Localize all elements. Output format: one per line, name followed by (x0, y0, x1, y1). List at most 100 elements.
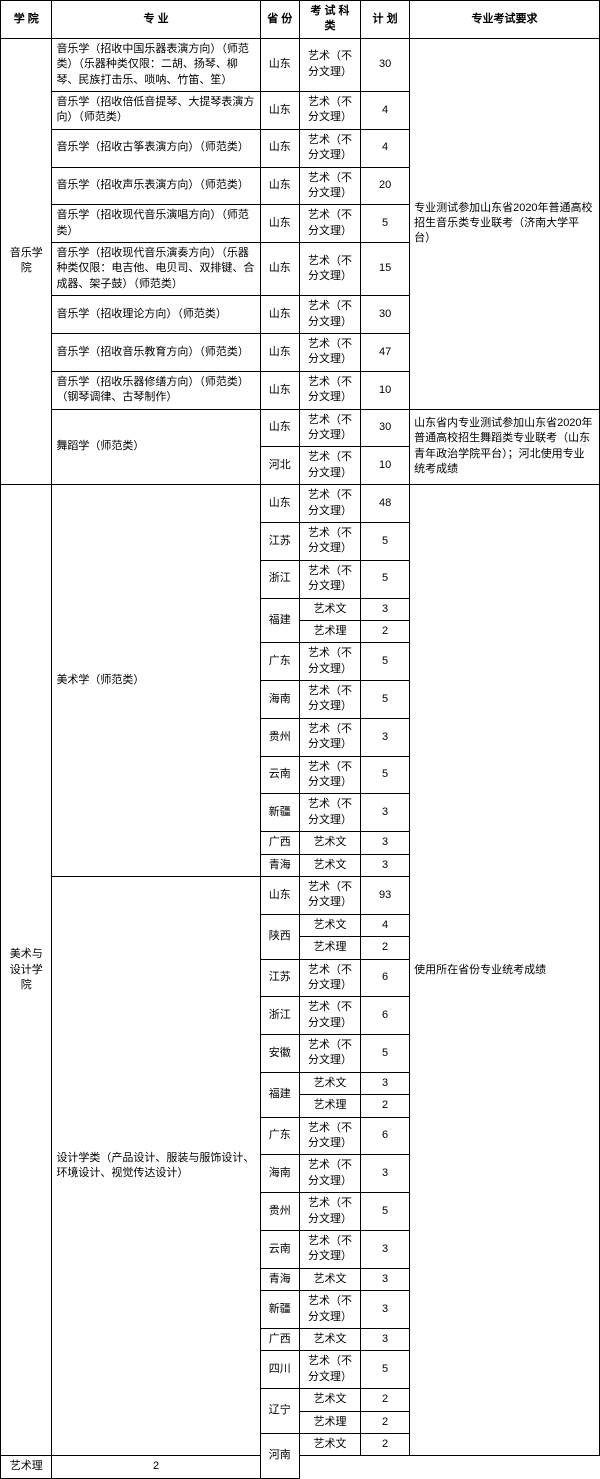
plan-cell: 2 (361, 1095, 410, 1117)
province-cell: 贵州 (260, 1193, 299, 1231)
major-cell: 音乐学（招收现代音乐演奏方向）（乐器种类仅限：电吉他、电贝司、双排键、合成器、架… (52, 243, 260, 296)
province-cell: 安徽 (260, 1035, 299, 1073)
subject-cell: 艺术（不分文理） (299, 522, 360, 560)
plan-cell: 47 (361, 334, 410, 372)
subject-cell: 艺术文 (299, 914, 360, 936)
plan-cell: 5 (361, 681, 410, 719)
table-row: 艺术理2 (1, 1456, 600, 1478)
major-cell: 舞蹈学（师范类） (52, 409, 260, 485)
subject-cell: 艺术理 (299, 937, 360, 959)
subject-cell: 艺术文 (299, 854, 360, 876)
province-cell: 浙江 (260, 560, 299, 598)
province-cell: 辽宁 (260, 1389, 299, 1434)
province-cell: 海南 (260, 681, 299, 719)
plan-cell: 5 (361, 1351, 410, 1389)
header-major: 专 业 (52, 1, 260, 39)
province-cell: 山东 (260, 296, 299, 334)
plan-cell: 3 (361, 854, 410, 876)
major-cell: 音乐学（招收乐器修缮方向）（师范类）（钢琴调律、古琴制作） (52, 371, 260, 409)
header-school: 学 院 (1, 1, 52, 39)
plan-cell: 3 (361, 1072, 410, 1094)
subject-cell: 艺术（不分文理） (299, 1193, 360, 1231)
plan-cell: 20 (361, 167, 410, 205)
header-plan: 计 划 (361, 1, 410, 39)
province-cell: 福建 (260, 598, 299, 643)
province-cell: 广西 (260, 1328, 299, 1350)
plan-cell: 3 (361, 1268, 410, 1290)
subject-cell: 艺术理 (299, 1411, 360, 1433)
plan-cell: 30 (361, 296, 410, 334)
subject-cell: 艺术（不分文理） (299, 409, 360, 447)
table-row: 美术与设计学院美术学（师范类）山东艺术（不分文理）48使用所在省份专业统考成绩 (1, 485, 600, 523)
province-cell: 青海 (260, 854, 299, 876)
subject-cell: 艺术理 (1, 1456, 52, 1478)
subject-cell: 艺术（不分文理） (299, 129, 360, 167)
subject-cell: 艺术文 (299, 832, 360, 854)
province-cell: 山东 (260, 485, 299, 523)
subject-cell: 艺术（不分文理） (299, 681, 360, 719)
subject-cell: 艺术理 (299, 620, 360, 642)
plan-cell: 3 (361, 1155, 410, 1193)
subject-cell: 艺术（不分文理） (299, 371, 360, 409)
province-cell: 江苏 (260, 959, 299, 997)
plan-cell: 10 (361, 371, 410, 409)
subject-cell: 艺术（不分文理） (299, 1035, 360, 1073)
subject-cell: 艺术（不分文理） (299, 997, 360, 1035)
plan-cell: 3 (361, 832, 410, 854)
plan-cell: 15 (361, 243, 410, 296)
subject-cell: 艺术（不分文理） (299, 643, 360, 681)
major-cell: 美术学（师范类） (52, 485, 260, 877)
province-cell: 四川 (260, 1351, 299, 1389)
school-cell: 美术与设计学院 (1, 485, 52, 1456)
admission-table: 学 院 专 业 省 份 考 试 科 类 计 划 专业考试要求 音乐学院音乐学（招… (0, 0, 600, 1479)
plan-cell: 2 (361, 1433, 410, 1455)
subject-cell: 艺术（不分文理） (299, 1155, 360, 1193)
subject-cell: 艺术（不分文理） (299, 876, 360, 914)
subject-cell: 艺术（不分文理） (299, 1117, 360, 1155)
province-cell: 广西 (260, 832, 299, 854)
major-cell: 音乐学（招收中国乐器表演方向）（师范类）（乐器种类仅限：二胡、扬琴、柳琴、民族打… (52, 38, 260, 91)
table-row: 音乐学院音乐学（招收中国乐器表演方向）（师范类）（乐器种类仅限：二胡、扬琴、柳琴… (1, 38, 600, 91)
subject-cell: 艺术（不分文理） (299, 1351, 360, 1389)
subject-cell: 艺术文 (299, 1072, 360, 1094)
province-cell: 山东 (260, 205, 299, 243)
requirement-cell: 使用所在省份专业统考成绩 (410, 485, 600, 1456)
plan-cell: 3 (361, 1291, 410, 1329)
province-cell: 山东 (260, 409, 299, 447)
table-row: 舞蹈学（师范类）山东艺术（不分文理）30山东省内专业测试参加山东省2020年普通… (1, 409, 600, 447)
plan-cell: 5 (361, 205, 410, 243)
subject-cell: 艺术（不分文理） (299, 243, 360, 296)
subject-cell: 艺术（不分文理） (299, 91, 360, 129)
province-cell: 山东 (260, 91, 299, 129)
subject-cell: 艺术（不分文理） (299, 560, 360, 598)
province-cell: 云南 (260, 756, 299, 794)
plan-cell: 30 (361, 409, 410, 447)
plan-cell: 3 (361, 1231, 410, 1269)
plan-cell: 48 (361, 485, 410, 523)
province-cell: 山东 (260, 167, 299, 205)
subject-cell: 艺术文 (299, 598, 360, 620)
province-cell: 山东 (260, 243, 299, 296)
province-cell: 陕西 (260, 914, 299, 959)
province-cell: 山东 (260, 129, 299, 167)
subject-cell: 艺术理 (299, 1095, 360, 1117)
province-cell: 青海 (260, 1268, 299, 1290)
province-cell: 山东 (260, 876, 299, 914)
subject-cell: 艺术（不分文理） (299, 447, 360, 485)
plan-cell: 6 (361, 959, 410, 997)
requirement-cell: 专业测试参加山东省2020年普通高校招生音乐类专业联考（济南大学平台） (410, 38, 600, 409)
plan-cell: 5 (361, 1035, 410, 1073)
subject-cell: 艺术（不分文理） (299, 296, 360, 334)
province-cell: 山东 (260, 38, 299, 91)
subject-cell: 艺术（不分文理） (299, 167, 360, 205)
province-cell: 河北 (260, 447, 299, 485)
subject-cell: 艺术（不分文理） (299, 718, 360, 756)
major-cell: 音乐学（招收现代音乐演唱方向）（师范类） (52, 205, 260, 243)
subject-cell: 艺术（不分文理） (299, 1231, 360, 1269)
subject-cell: 艺术文 (299, 1389, 360, 1411)
province-cell: 广东 (260, 1117, 299, 1155)
plan-cell: 2 (361, 1389, 410, 1411)
plan-cell: 3 (361, 794, 410, 832)
plan-cell: 5 (361, 560, 410, 598)
major-cell: 音乐学（招收理论方向）（师范类） (52, 296, 260, 334)
